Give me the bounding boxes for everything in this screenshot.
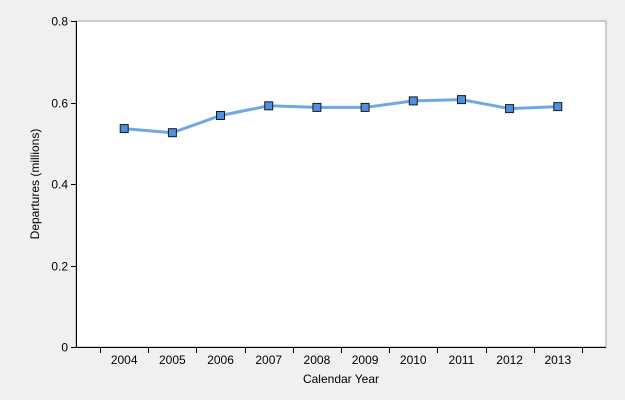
x-tick-label: 2008 xyxy=(304,353,331,367)
x-tick-label: 2006 xyxy=(207,353,234,367)
x-tick-label: 2009 xyxy=(352,353,379,367)
data-point-2010 xyxy=(408,96,418,106)
x-tick-label: 2012 xyxy=(496,353,523,367)
x-axis: 2004 2005 2006 2007 2008 2009 2010 2011 2012 2013 xyxy=(76,347,606,367)
y-axis-title: Departures (millions) xyxy=(28,129,42,240)
x-tick-label: 2005 xyxy=(159,353,186,367)
y-tick-label: 0.8 xyxy=(51,15,68,29)
y-tick-label: 0 xyxy=(61,341,68,355)
x-tick-label: 2007 xyxy=(255,353,282,367)
y-tick-label: 0.6 xyxy=(51,97,68,111)
x-tick-label: 2004 xyxy=(111,353,138,367)
data-point-2004 xyxy=(119,124,129,134)
x-tick-label: 2011 xyxy=(449,353,475,367)
data-point-2007 xyxy=(264,101,274,111)
y-tick-label: 0.2 xyxy=(51,260,68,274)
x-tick-label: 2010 xyxy=(400,353,427,367)
data-point-2008 xyxy=(312,102,322,112)
series-line xyxy=(124,98,558,135)
data-point-2011 xyxy=(457,95,466,105)
data-point-2009 xyxy=(360,102,370,112)
y-axis: 0 0.2 0.4 0.6 0.8 xyxy=(51,15,77,355)
data-point-2013 xyxy=(553,102,563,112)
series-layer xyxy=(119,95,563,138)
y-tick-label: 0.4 xyxy=(51,178,68,192)
plot-area xyxy=(75,20,607,348)
data-point-2006 xyxy=(216,111,225,120)
x-axis-title: Calendar Year xyxy=(303,372,379,386)
data-point-2005 xyxy=(167,128,177,138)
data-point-2012 xyxy=(505,104,515,114)
x-tick-label: 2013 xyxy=(544,353,571,367)
